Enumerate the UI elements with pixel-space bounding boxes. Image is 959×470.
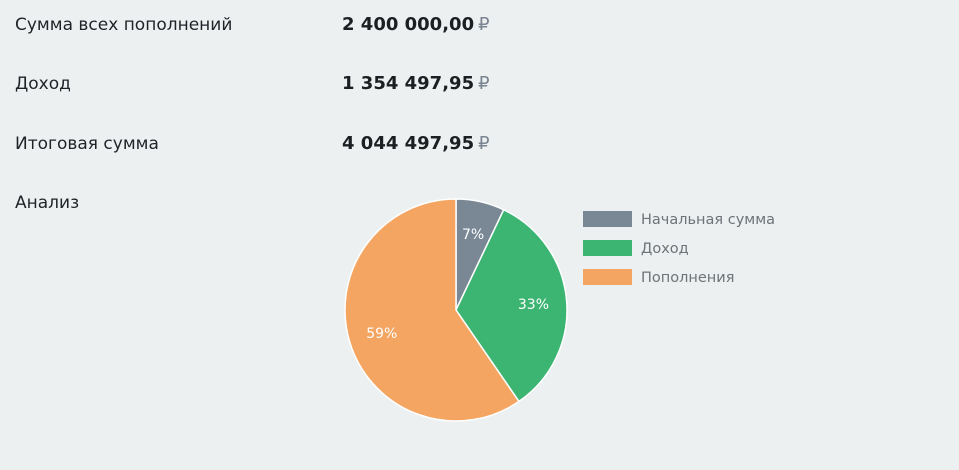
pie-slice (455, 208, 568, 403)
chart-legend: Начальная сумма Доход Пополнения (583, 211, 775, 286)
legend-label: Доход (641, 241, 689, 257)
summary-row-income: Доход 1 354 497,95 ₽ (0, 72, 959, 96)
summary-row-label: Итоговая сумма (15, 134, 159, 154)
amount-text: 2 400 000,00 (342, 14, 475, 35)
amount-text: 4 044 497,95 (342, 133, 475, 154)
summary-row-label: Сумма всех пополнений (15, 15, 233, 35)
summary-row-deposits: Сумма всех пополнений 2 400 000,00 ₽ (0, 13, 959, 37)
legend-item[interactable]: Доход (583, 240, 689, 257)
pie-slices (344, 198, 568, 422)
legend-label: Пополнения (641, 270, 734, 286)
summary-row-value: 1 354 497,95 ₽ (342, 72, 490, 96)
amount-text: 1 354 497,95 (342, 73, 475, 94)
ruble-currency-icon: ₽ (478, 133, 490, 154)
pie-slice (344, 198, 520, 422)
legend-label: Начальная сумма (641, 212, 775, 228)
analysis-row: Анализ (0, 191, 959, 215)
pie-slice-label: 7% (462, 227, 484, 243)
summary-row-label: Доход (15, 74, 71, 94)
legend-item[interactable]: Пополнения (583, 269, 734, 286)
legend-swatch (583, 269, 632, 285)
analysis-label: Анализ (15, 193, 80, 213)
legend-swatch (583, 211, 632, 227)
summary-row-value: 4 044 497,95 ₽ (342, 132, 490, 156)
summary-row-total: Итоговая сумма 4 044 497,95 ₽ (0, 132, 959, 156)
summary-row-value: 2 400 000,00 ₽ (342, 13, 490, 37)
pie-slice-label: 59% (366, 326, 397, 342)
legend-swatch (583, 240, 632, 256)
legend-item[interactable]: Начальная сумма (583, 211, 775, 228)
pie-labels: 7% 33% 59% (366, 227, 549, 342)
ruble-currency-icon: ₽ (478, 14, 490, 35)
pie-slice-label: 33% (518, 297, 549, 313)
ruble-currency-icon: ₽ (478, 73, 490, 94)
